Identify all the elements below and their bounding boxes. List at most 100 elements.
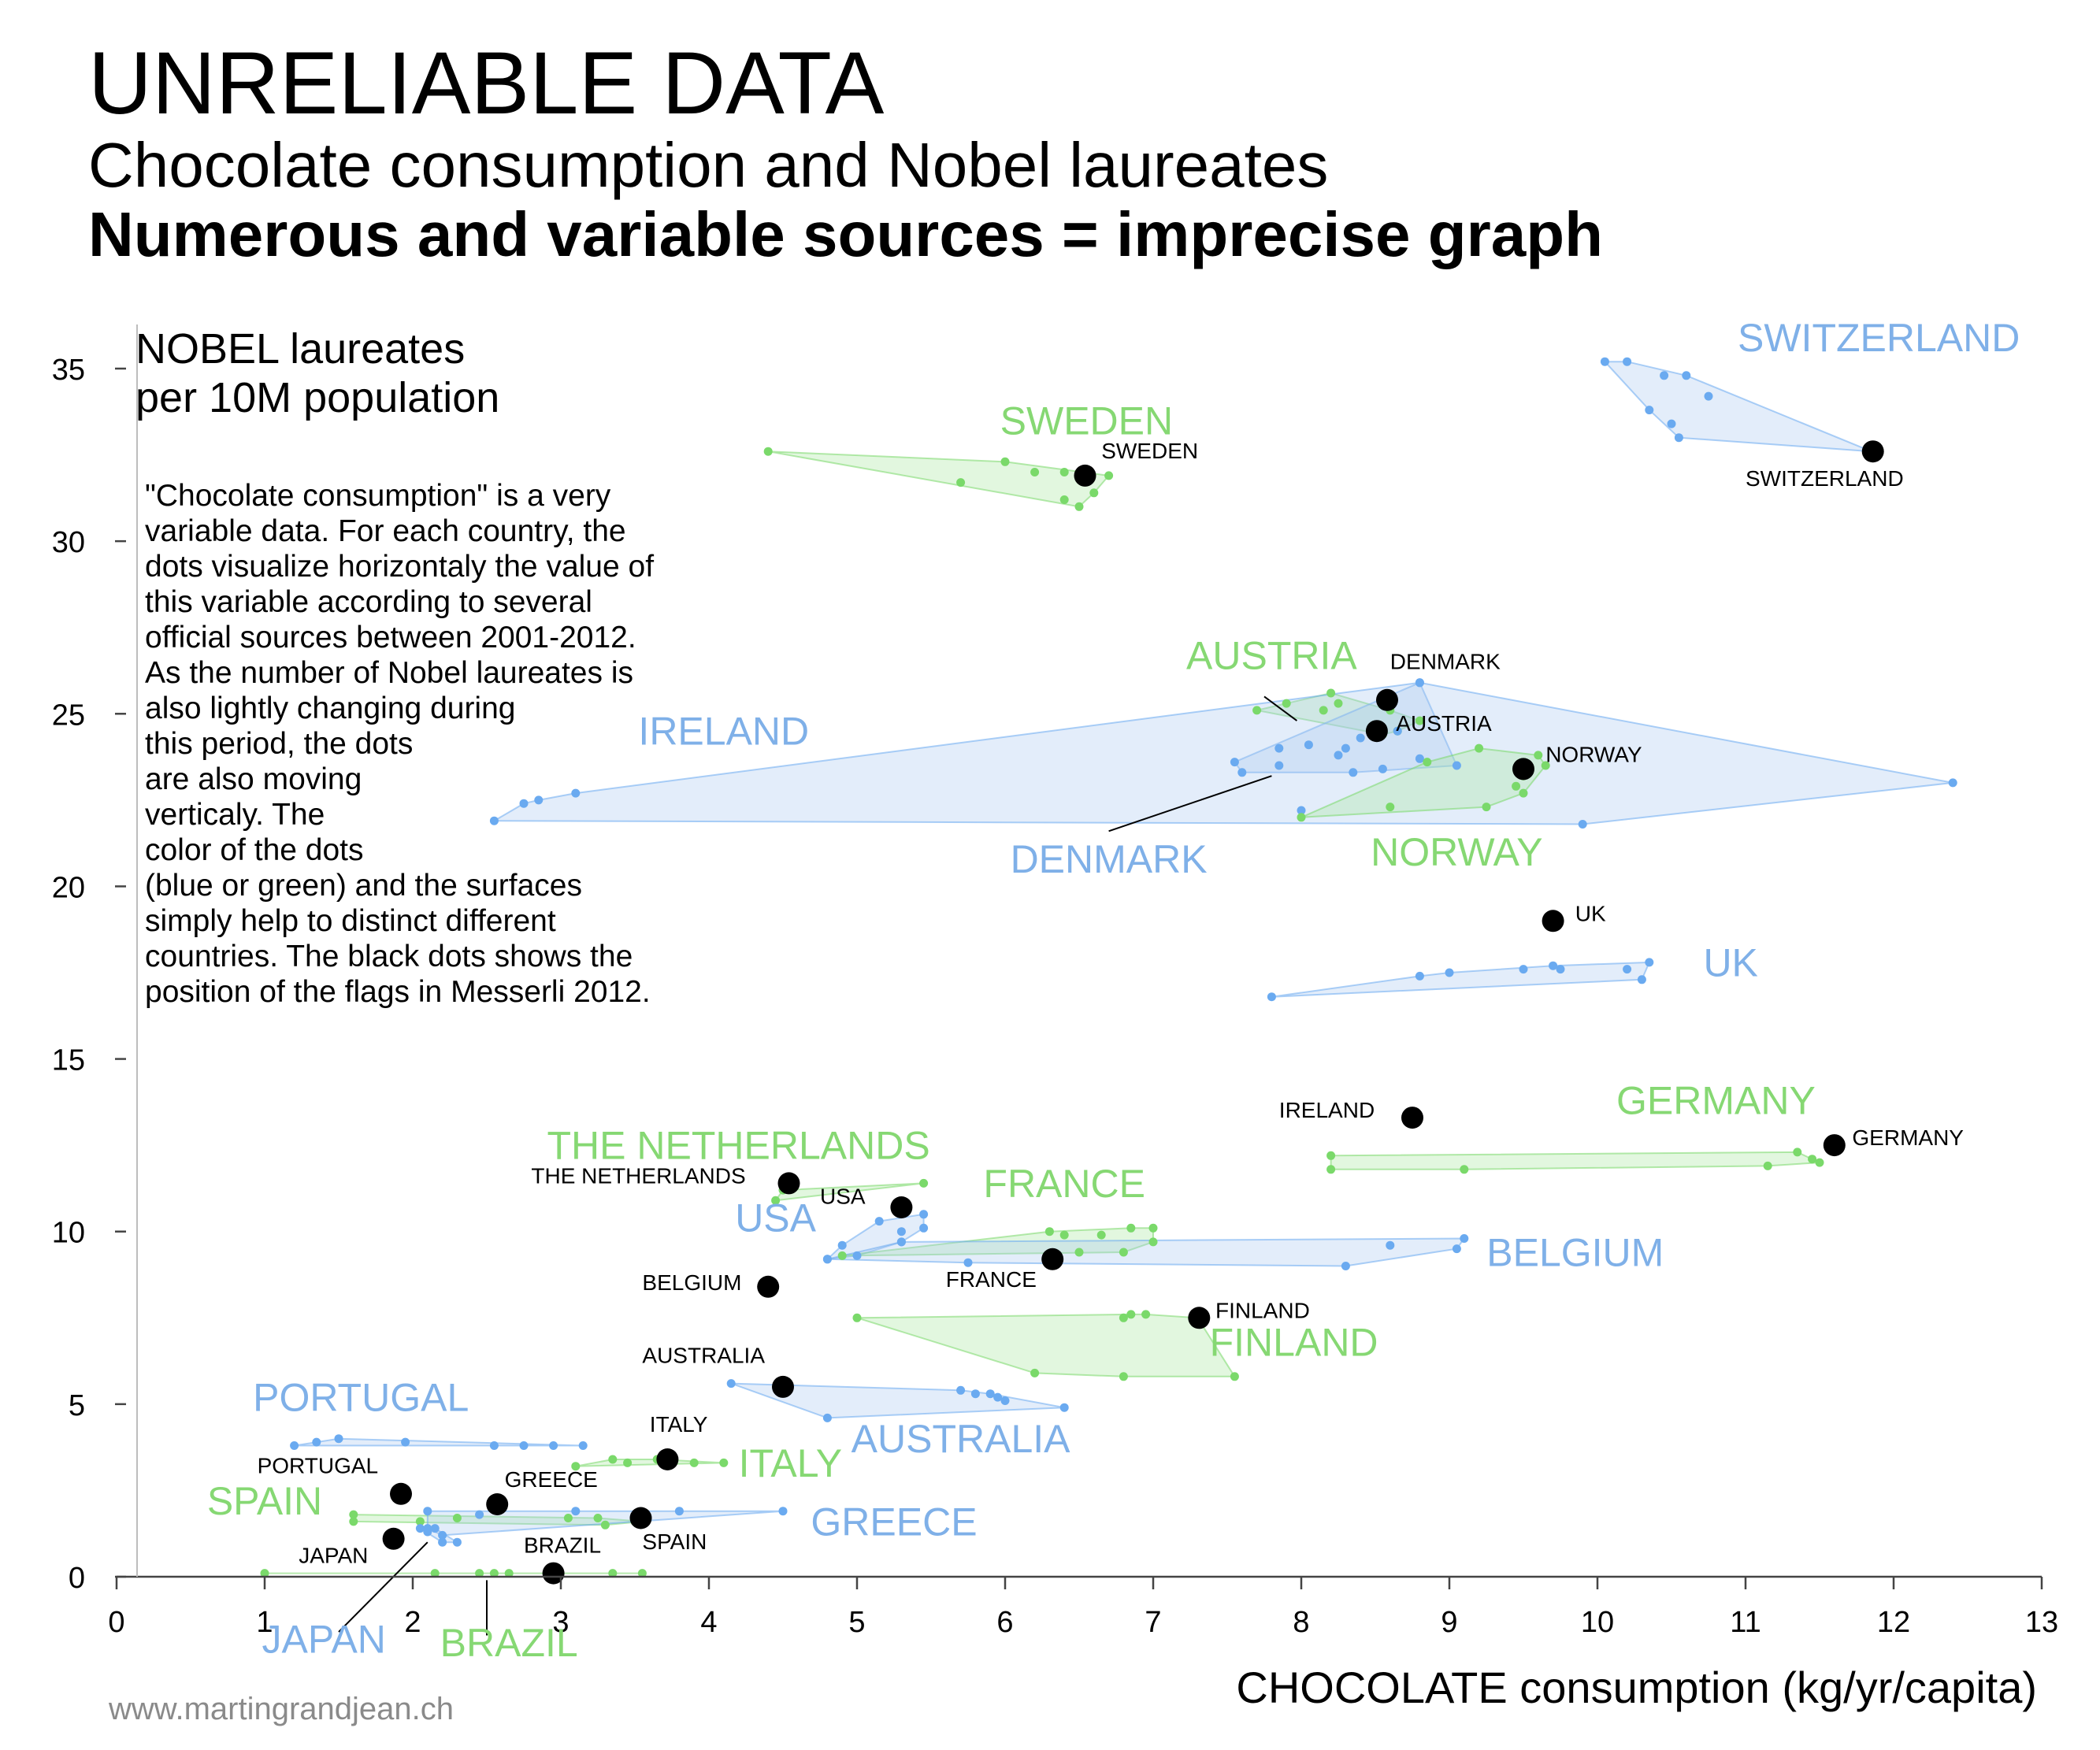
point-denmark: [1341, 743, 1350, 753]
flag-dot-greece: [486, 1493, 509, 1515]
flag-dot-the-netherlands: [777, 1172, 800, 1195]
flag-dot-sweden: [1074, 464, 1096, 487]
flag-label-denmark: DENMARK: [1390, 649, 1501, 673]
flag-dot-usa: [890, 1196, 913, 1218]
point-brazil: [489, 1569, 499, 1578]
point-uk: [1549, 961, 1558, 970]
point-uk: [1415, 971, 1424, 981]
point-italy: [623, 1458, 633, 1467]
point-brazil: [475, 1569, 484, 1578]
country-label-switzerland: SWITZERLAND: [1738, 316, 2020, 360]
point-ireland: [519, 799, 529, 808]
country-label-uk: UK: [1703, 940, 1757, 984]
y-tick-label: 10: [52, 1217, 85, 1250]
point-australia: [993, 1392, 1003, 1402]
point-denmark: [1237, 768, 1247, 777]
flag-dot-austria: [1365, 720, 1388, 743]
point-belgium: [896, 1237, 906, 1247]
flag-label-japan: JAPAN: [299, 1544, 368, 1568]
flag-dot-norway: [1512, 758, 1534, 780]
note-line: also lightly changing during: [145, 691, 516, 725]
flag-dot-ireland: [1401, 1107, 1423, 1129]
note-line: this variable according to several: [145, 585, 592, 619]
point-brazil: [608, 1569, 618, 1578]
country-label-spain: SPAIN: [207, 1479, 322, 1523]
x-tick-label: 5: [848, 1606, 865, 1639]
flag-dot-brazil: [542, 1562, 565, 1585]
point-belgium: [1341, 1262, 1350, 1270]
point-finland: [1141, 1310, 1151, 1319]
point-germany: [1815, 1158, 1824, 1167]
point-portugal: [489, 1441, 499, 1450]
point-france: [1126, 1223, 1136, 1233]
point-spain: [415, 1517, 425, 1526]
country-regions: [265, 361, 1953, 1574]
point-sweden: [956, 478, 966, 488]
point-sweden: [1000, 457, 1010, 466]
country-label-ireland: IRELAND: [638, 710, 809, 754]
country-label-greece: GREECE: [811, 1500, 977, 1544]
x-tick-label: 11: [1730, 1606, 1761, 1639]
point-belgium: [963, 1258, 973, 1267]
note-line: official sources between 2001-2012.: [145, 621, 636, 654]
y-tick-label: 35: [52, 354, 85, 387]
point-greece: [571, 1507, 581, 1516]
point-denmark: [1274, 743, 1284, 753]
country-label-australia: AUSTRALIA: [852, 1417, 1071, 1461]
point-ireland: [1297, 806, 1306, 815]
point-italy: [571, 1462, 581, 1471]
region-germany: [1330, 1151, 1820, 1170]
point-usa: [837, 1240, 847, 1250]
point-spain: [563, 1514, 573, 1522]
point-italy: [608, 1455, 618, 1464]
flag-dot-denmark: [1376, 688, 1398, 711]
point-sweden: [1104, 471, 1114, 480]
note-line: countries. The black dots shows the: [145, 940, 633, 973]
x-tick-label: 8: [1293, 1606, 1309, 1639]
source-points: [260, 357, 1957, 1578]
point-belgium: [1452, 1244, 1461, 1254]
point-belgium: [1386, 1240, 1395, 1250]
point-uk: [1445, 968, 1454, 977]
leader-line: [1108, 775, 1272, 832]
flag-dot-portugal: [390, 1482, 412, 1505]
point-germany: [1460, 1165, 1469, 1174]
point-usa: [919, 1210, 929, 1219]
point-portugal: [578, 1441, 588, 1450]
flag-dot-spain: [629, 1507, 652, 1529]
region-switzerland: [1603, 361, 1872, 453]
point-norway: [1541, 761, 1550, 770]
point-uk: [1519, 965, 1528, 974]
country-label-sweden: SWEDEN: [1000, 399, 1173, 443]
point-norway: [1475, 743, 1484, 753]
explanation-note: "Chocolate consumption" is a very variab…: [145, 478, 734, 1010]
point-finland: [1230, 1372, 1239, 1381]
point-uk: [1623, 965, 1632, 974]
flag-label-germany: GERMANY: [1852, 1125, 1964, 1150]
point-switzerland: [1704, 391, 1713, 401]
point-norway: [1386, 803, 1395, 812]
point-switzerland: [1645, 406, 1654, 415]
point-usa: [874, 1217, 884, 1226]
labels: SWITZERLAND SWEDEN AUSTRIA DENMARK IRELAND NO…: [207, 316, 2020, 1665]
note-line: are also moving: [145, 762, 362, 796]
point-australia: [726, 1379, 736, 1389]
point-denmark: [1349, 768, 1358, 777]
point-spain: [452, 1514, 462, 1522]
point-denmark: [1230, 758, 1239, 767]
point-uk: [1637, 975, 1646, 984]
point-ireland: [534, 795, 544, 805]
note-line: color of the dots: [145, 833, 364, 867]
point-germany: [1793, 1148, 1802, 1157]
x-tick-label: 9: [1441, 1606, 1457, 1639]
flag-label-norway: NORWAY: [1545, 743, 1642, 767]
point-usa: [919, 1223, 929, 1233]
y-axis-title: NOBEL laureates per 10M population: [135, 324, 499, 422]
point-norway: [1512, 781, 1521, 791]
point-usa: [896, 1227, 906, 1236]
point-belgium: [1460, 1234, 1469, 1243]
flag-label-portugal: PORTUGAL: [258, 1454, 379, 1478]
point-ireland: [1948, 778, 1957, 788]
flag-dot-uk: [1542, 910, 1564, 932]
